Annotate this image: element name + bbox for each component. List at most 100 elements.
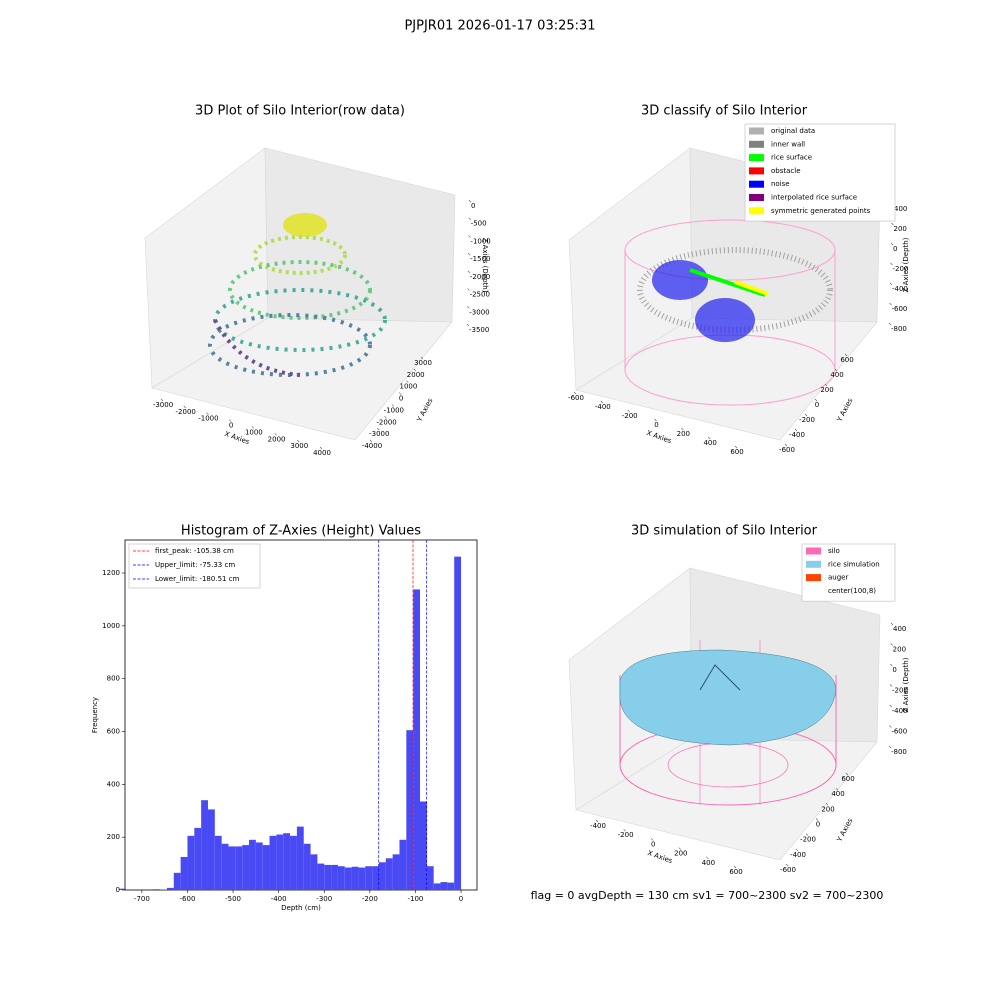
z-tick-label: -2000 <box>470 273 490 281</box>
z-tick-label: -600 <box>892 305 908 313</box>
x-tick-label: 600 <box>730 448 743 456</box>
bar <box>324 864 332 890</box>
x-tick-label: -400 <box>271 895 287 903</box>
bar <box>358 867 366 890</box>
x-tick-label: -400 <box>590 822 606 830</box>
bar <box>166 887 174 890</box>
z-tick <box>889 725 892 728</box>
legend-box <box>744 123 896 222</box>
x-tick <box>251 426 255 429</box>
x-tick-label: 0 <box>651 840 655 848</box>
y-tick-label: 600 <box>107 728 120 736</box>
y-tick <box>413 368 416 372</box>
y-tick-label: 800 <box>107 675 120 683</box>
legend-label: symmetric generated points <box>771 207 871 215</box>
chart-title: 3D classify of Silo Interior <box>641 104 808 119</box>
y-tick-label: -2000 <box>376 418 396 426</box>
x-tick-label: 200 <box>674 850 687 858</box>
legend-swatch <box>806 560 821 568</box>
y-tick <box>825 803 829 806</box>
legend-swatch <box>806 587 821 595</box>
z-tick <box>889 684 893 687</box>
z-tick-label: -3000 <box>469 308 489 316</box>
z-tick <box>890 262 893 266</box>
z-tick <box>890 643 893 646</box>
z-tick <box>468 217 471 220</box>
y-tick <box>369 439 373 443</box>
x-tick-label: -500 <box>225 895 241 903</box>
bar <box>372 866 379 890</box>
chart-title: 3D Plot of Silo Interior(row data) <box>195 104 405 119</box>
x-tick <box>274 433 277 436</box>
figure-title: PJPJR01 2026-01-17 03:25:31 <box>404 19 595 34</box>
y-tick-label: 3000 <box>414 359 432 367</box>
status-line: flag = 0 avgDepth = 130 cm sv1 = 700~230… <box>531 889 884 902</box>
x-tick <box>595 819 599 823</box>
z-tick <box>888 322 892 326</box>
legend-swatch <box>749 167 764 175</box>
bar <box>173 872 181 890</box>
bar <box>399 839 407 890</box>
x-tick <box>573 391 577 395</box>
y-tick-label: 400 <box>831 790 844 798</box>
legend-swatch <box>806 547 821 555</box>
legend-label: center(100,8) <box>828 587 876 595</box>
y-tick <box>785 863 789 867</box>
z-tick <box>467 252 471 256</box>
x-tick-label: -100 <box>408 895 424 903</box>
z-tick <box>890 663 893 667</box>
x-tick-label: -700 <box>134 895 150 903</box>
x-tick-label: -600 <box>180 895 196 903</box>
z-tick-label: -800 <box>891 325 907 333</box>
y-tick-label: -400 <box>790 851 806 859</box>
y-label: Y Axies <box>835 397 855 424</box>
bar <box>337 866 345 890</box>
x-tick <box>650 838 654 841</box>
z-tick-label: -200 <box>893 265 909 273</box>
legend-label: silo <box>828 547 840 555</box>
z-tick <box>888 745 892 749</box>
z-tick <box>889 282 893 286</box>
z-tick-label: -400 <box>892 707 908 715</box>
bar <box>180 856 188 890</box>
y-tick-label: 600 <box>840 356 853 364</box>
x-tick <box>734 445 738 449</box>
z-tick <box>889 704 892 708</box>
bar <box>454 556 462 890</box>
y-tick-label: 0 <box>816 821 820 829</box>
x-tick-label: 400 <box>702 859 715 867</box>
bar <box>433 883 441 890</box>
bar <box>344 867 352 890</box>
x-tick-label: -200 <box>618 831 634 839</box>
x-tick <box>319 446 323 450</box>
y-tick-label: -200 <box>800 836 816 844</box>
legend-swatch <box>749 154 764 162</box>
bar <box>385 858 393 890</box>
bar <box>303 843 311 890</box>
x-tick <box>707 436 711 440</box>
bar <box>153 889 161 890</box>
panel-1-points <box>208 213 387 377</box>
y-tick <box>824 383 828 387</box>
bar <box>365 866 373 890</box>
x-tick <box>297 439 300 443</box>
z-tick-label: -600 <box>891 728 907 736</box>
z-tick <box>890 242 894 246</box>
x-tick-label: 0 <box>459 895 463 903</box>
bar <box>331 864 338 890</box>
bar <box>413 589 421 890</box>
x-tick-label: -1000 <box>198 415 218 423</box>
x-tick <box>706 856 709 860</box>
bar <box>187 835 195 890</box>
z-tick <box>467 306 470 309</box>
z-label: Z Axies (Depth) <box>481 238 489 293</box>
z-tick-label: 200 <box>893 646 906 654</box>
bar <box>228 846 236 890</box>
bar <box>194 827 202 890</box>
bar <box>406 730 414 890</box>
x-tick <box>160 398 164 402</box>
z-tick-label: -1500 <box>470 255 490 263</box>
z-label: Z Axies (Depth) <box>902 237 910 292</box>
y-tick-label: -4000 <box>362 442 382 450</box>
bar <box>440 882 448 890</box>
